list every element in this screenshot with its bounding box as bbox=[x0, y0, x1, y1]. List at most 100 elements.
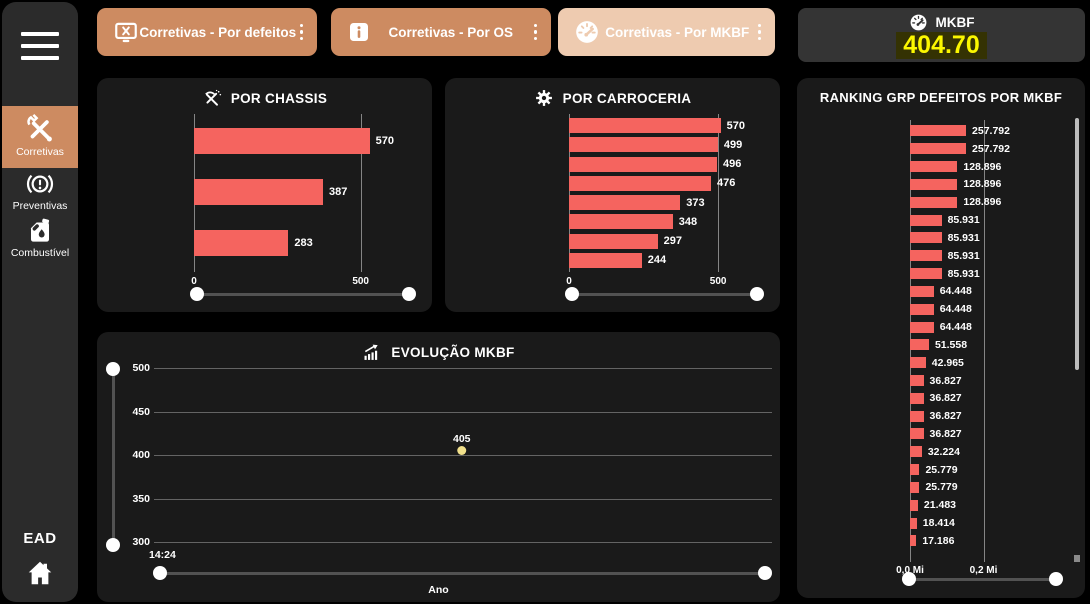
button-corretivas-por-defeitos[interactable]: Corretivas - Por defeitos bbox=[97, 8, 317, 56]
options-menu-icon[interactable] bbox=[755, 21, 765, 44]
panel-por-carroceria: POR CARROCERIA 570 499 496 476 373 348 297 244 … bbox=[445, 78, 780, 312]
bar-value-label: 64.448 bbox=[939, 303, 972, 316]
bar[interactable] bbox=[910, 339, 929, 351]
bar[interactable] bbox=[910, 446, 922, 458]
bar-row: 51.558 bbox=[910, 339, 1010, 351]
gear-icon bbox=[534, 88, 554, 108]
data-point[interactable] bbox=[457, 445, 467, 455]
options-menu-icon[interactable] bbox=[531, 21, 541, 44]
bar[interactable] bbox=[910, 321, 934, 333]
panel-ranking-grp-defeitos: RANKING GRP DEFEITOS POR MKBF 257.792 257… bbox=[797, 78, 1085, 598]
chart-title-text: POR CHASSIS bbox=[230, 90, 328, 106]
bar-row: 387 bbox=[194, 178, 394, 205]
sidebar-item-preventivas[interactable]: Preventivas bbox=[2, 170, 78, 218]
bar-row: 32.224 bbox=[910, 446, 1010, 458]
bar[interactable] bbox=[910, 285, 934, 297]
bar-value-label: 25.779 bbox=[925, 463, 958, 476]
slider-handle-right[interactable] bbox=[750, 287, 764, 301]
bar-row: 570 bbox=[194, 128, 394, 155]
bar[interactable] bbox=[910, 392, 924, 404]
x-axis-range-slider[interactable] bbox=[190, 287, 416, 301]
bar[interactable] bbox=[569, 156, 717, 172]
x-axis-tick-label: 0 bbox=[191, 276, 197, 287]
chart-title: EVOLUÇÃO MKBF bbox=[97, 342, 780, 362]
bar-value-label: 21.483 bbox=[923, 499, 957, 512]
slider-handle-left[interactable] bbox=[190, 287, 204, 301]
slider-handle-bottom[interactable] bbox=[106, 538, 120, 552]
bar[interactable] bbox=[910, 161, 958, 173]
bar-value-label: 32.224 bbox=[927, 445, 960, 458]
bar[interactable] bbox=[910, 464, 920, 476]
bar[interactable] bbox=[910, 178, 958, 190]
slider-handle-right[interactable] bbox=[402, 287, 416, 301]
bar[interactable] bbox=[910, 357, 926, 369]
bar[interactable] bbox=[569, 118, 721, 134]
tools-icon bbox=[2, 114, 78, 144]
slider-track[interactable] bbox=[572, 292, 757, 296]
slider-handle-left[interactable] bbox=[153, 566, 167, 580]
x-axis-tick-label: 0,0 Mi bbox=[896, 565, 924, 576]
options-menu-icon[interactable] bbox=[297, 21, 307, 44]
bar[interactable] bbox=[910, 250, 942, 262]
data-point-label: 405 bbox=[452, 432, 471, 445]
bar[interactable] bbox=[194, 229, 289, 256]
scrollbar-end[interactable] bbox=[1074, 555, 1080, 562]
button-label: Corretivas - Por MKBF bbox=[605, 24, 750, 40]
slider-handle-right[interactable] bbox=[1049, 572, 1063, 586]
bar-value-label: 128.896 bbox=[963, 178, 1002, 191]
x-axis-range-slider[interactable] bbox=[153, 566, 772, 580]
bar[interactable] bbox=[910, 214, 942, 226]
slider-handle-left[interactable] bbox=[902, 572, 916, 586]
bar-row: 25.779 bbox=[910, 464, 1010, 476]
button-label: Corretivas - Por OS bbox=[388, 24, 514, 40]
bar[interactable] bbox=[569, 137, 718, 153]
slider-track[interactable] bbox=[160, 571, 765, 575]
bar[interactable] bbox=[910, 125, 967, 137]
home-icon[interactable] bbox=[25, 558, 55, 590]
sidebar: Corretivas Preventivas bbox=[2, 2, 78, 602]
bar[interactable] bbox=[569, 252, 642, 268]
slider-track[interactable] bbox=[111, 369, 115, 545]
bar[interactable] bbox=[910, 517, 917, 529]
slider-handle-left[interactable] bbox=[565, 287, 579, 301]
x-axis-range-slider[interactable] bbox=[565, 287, 764, 301]
bar[interactable] bbox=[569, 175, 711, 191]
bar[interactable] bbox=[569, 195, 681, 211]
slider-track[interactable] bbox=[909, 577, 1056, 581]
bar[interactable] bbox=[910, 481, 920, 493]
slider-handle-top[interactable] bbox=[106, 362, 120, 376]
menu-hamburger-icon[interactable] bbox=[21, 32, 59, 60]
bar[interactable] bbox=[910, 428, 924, 440]
evolucao-plot: 405 500 450 400 350 300 bbox=[132, 362, 772, 548]
vertical-scrollbar[interactable] bbox=[1075, 118, 1079, 370]
bar[interactable] bbox=[910, 232, 942, 244]
fuel-can-icon bbox=[2, 218, 78, 245]
bar[interactable] bbox=[569, 214, 673, 230]
bar[interactable] bbox=[910, 499, 918, 511]
bar-value-label: 128.896 bbox=[963, 160, 1002, 173]
x-axis-range-slider[interactable] bbox=[902, 572, 1063, 586]
slider-handle-right[interactable] bbox=[758, 566, 772, 580]
y-axis-range-slider[interactable] bbox=[106, 362, 120, 552]
sidebar-item-combustivel[interactable]: Combustível bbox=[2, 218, 78, 266]
bar[interactable] bbox=[910, 196, 958, 208]
bar[interactable] bbox=[910, 143, 967, 155]
bar-row: 496 bbox=[569, 156, 745, 172]
bar-row: 85.931 bbox=[910, 268, 1010, 280]
slider-track[interactable] bbox=[197, 292, 409, 296]
bar[interactable] bbox=[569, 233, 658, 249]
gridline bbox=[360, 114, 362, 272]
button-corretivas-por-os[interactable]: Corretivas - Por OS bbox=[331, 8, 551, 56]
bar-value-label: 570 bbox=[375, 135, 394, 148]
hammer-pick-icon bbox=[202, 88, 222, 108]
bar[interactable] bbox=[910, 268, 942, 280]
bar[interactable] bbox=[910, 375, 924, 386]
sidebar-item-corretivas[interactable]: Corretivas bbox=[2, 106, 78, 168]
bar[interactable] bbox=[910, 535, 917, 547]
bar[interactable] bbox=[194, 128, 370, 155]
button-corretivas-por-mkbf[interactable]: Corretivas - Por MKBF bbox=[558, 8, 775, 56]
bar[interactable] bbox=[194, 178, 323, 205]
bar[interactable] bbox=[910, 410, 924, 422]
bar-row: 64.448 bbox=[910, 285, 1010, 297]
bar[interactable] bbox=[910, 303, 934, 315]
